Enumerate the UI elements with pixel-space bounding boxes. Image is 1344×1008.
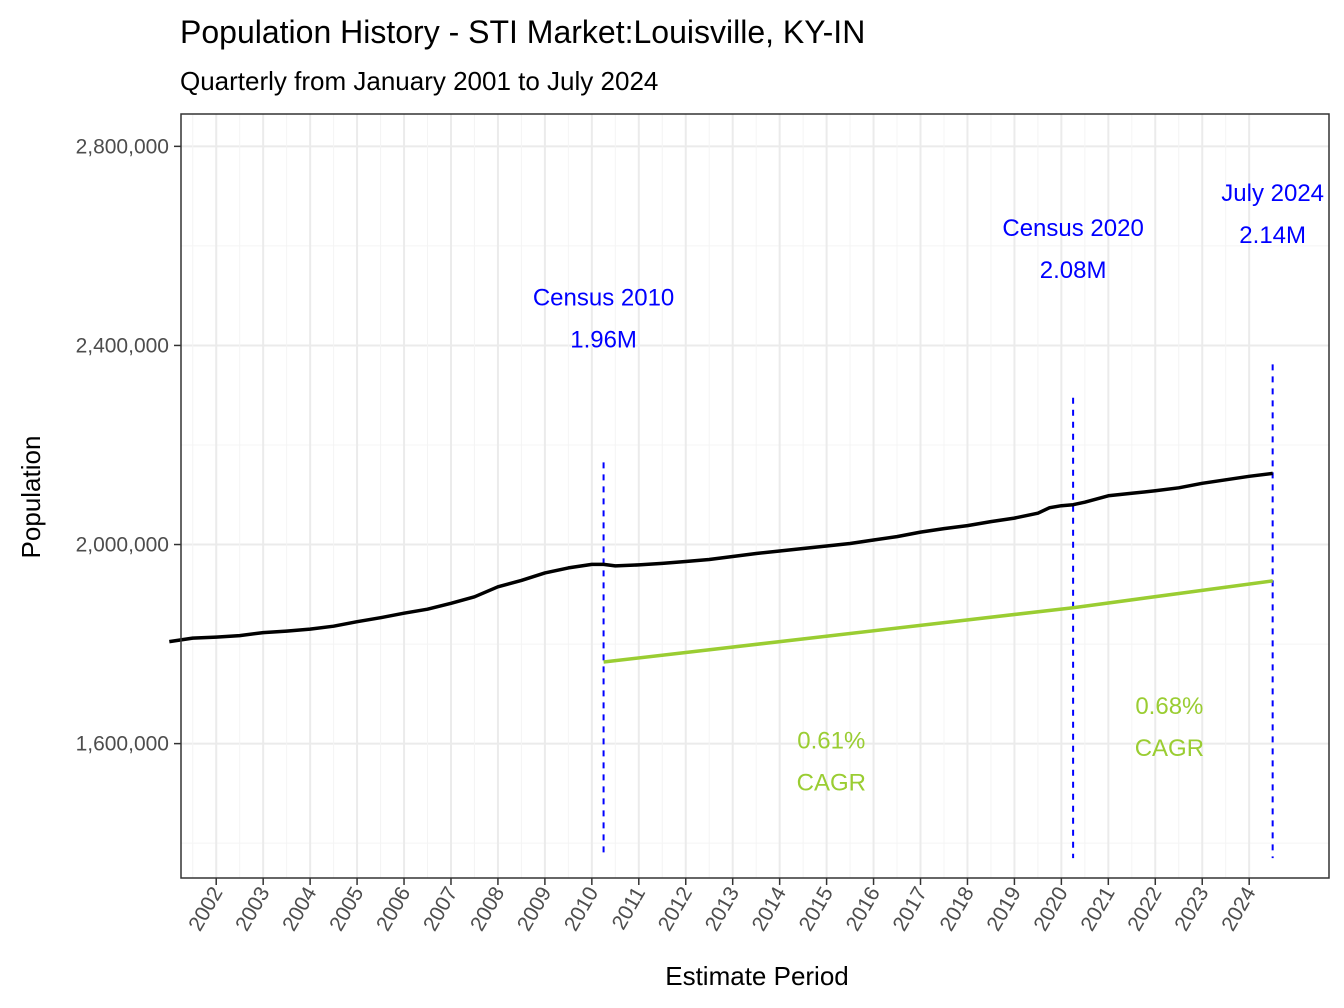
- x-tick-label: 2003: [231, 883, 274, 935]
- annotation-label: Census 2010 1.96M: [533, 285, 674, 354]
- x-tick-label: 2016: [842, 883, 885, 935]
- annotations: Census 2010 1.96M Census 2020 2.08M July 202…: [533, 180, 1324, 796]
- x-tick-label: 2021: [1076, 883, 1119, 935]
- cagr-trend-line: [603, 579, 1273, 664]
- x-tick-label: 2011: [608, 883, 651, 934]
- x-tick-label: 2007: [419, 883, 462, 935]
- y-tick-label: 2,000,000: [76, 534, 169, 557]
- x-tick-label: 2008: [466, 883, 509, 935]
- x-tick-label: 2020: [1029, 883, 1072, 935]
- annotation-label: 0.68% CAGR: [1135, 693, 1204, 762]
- chart-subtitle: Quarterly from January 2001 to July 2024: [180, 66, 658, 96]
- annotation-label: 0.61% CAGR: [797, 728, 866, 797]
- x-tick-label: 2023: [1170, 883, 1213, 935]
- x-tick-label: 2024: [1217, 883, 1260, 935]
- series-lines: [169, 471, 1273, 664]
- x-tick-label: 2012: [654, 883, 697, 935]
- x-tick-label: 2014: [748, 883, 791, 935]
- x-tick-label: 2013: [701, 883, 744, 935]
- y-tick-label: 2,400,000: [76, 334, 169, 357]
- y-tick-label: 2,800,000: [76, 135, 169, 158]
- census-vertical-lines: [602, 364, 1274, 859]
- x-tick-label: 2006: [372, 883, 415, 935]
- x-tick-label: 2022: [1123, 883, 1166, 935]
- plot-panel-border: [180, 113, 1330, 879]
- grid-lines: [181, 114, 1329, 878]
- x-tick-label: 2002: [184, 883, 227, 935]
- x-tick-label: 2017: [889, 883, 932, 935]
- chart-title: Population History - STI Market:Louisvil…: [180, 14, 865, 50]
- x-tick-label: 2015: [795, 883, 838, 935]
- x-tick-label: 2019: [982, 883, 1025, 935]
- population-series-line: [169, 471, 1273, 644]
- y-axis-ticks: 1,600,000 2,000,000 2,400,000 2,800,000: [76, 135, 181, 756]
- x-axis-title: Estimate Period: [665, 961, 849, 991]
- annotation-label: Census 2020 2.08M: [1002, 215, 1143, 284]
- y-tick-label: 1,600,000: [76, 733, 169, 756]
- x-tick-label: 2009: [513, 883, 556, 935]
- x-axis-ticks: 2002 2003 2004 2005 2006 2007 2008 2009 2010 2011…: [184, 878, 1261, 935]
- y-axis-title: Population: [16, 436, 46, 559]
- x-tick-label: 2010: [560, 883, 603, 935]
- x-tick-label: 2018: [936, 883, 979, 935]
- x-tick-label: 2004: [278, 883, 321, 935]
- annotation-label: July 2024 2.14M: [1221, 180, 1324, 249]
- x-tick-label: 2005: [325, 883, 368, 935]
